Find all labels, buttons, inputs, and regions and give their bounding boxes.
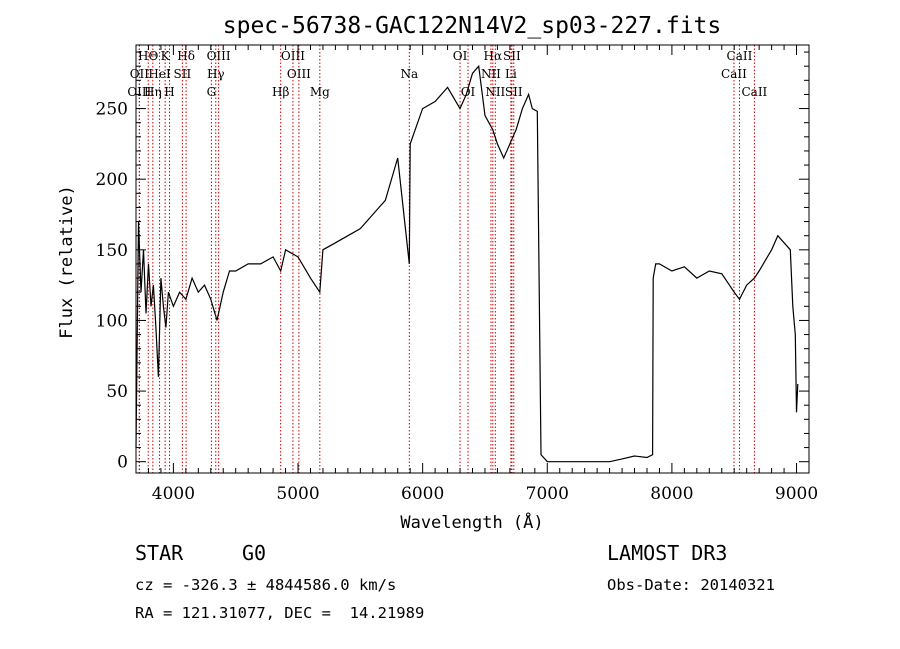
line-marker-label: CaII — [721, 67, 747, 81]
y-tick-label: 200 — [96, 170, 128, 190]
line-marker-label: K — [161, 49, 171, 63]
line-marker-label: Hδ — [177, 49, 195, 63]
line-marker-label: OIII — [127, 85, 151, 99]
class-label: STAR — [135, 541, 184, 565]
x-axis-label: Wavelength (Å) — [400, 511, 543, 533]
line-marker-label: HeI — [148, 67, 171, 81]
line-marker-label: H — [164, 85, 174, 99]
line-marker-label: CaII — [741, 85, 767, 99]
line-marker-label: Na — [400, 67, 418, 81]
y-tick-label: 150 — [96, 241, 128, 261]
line-marker-label: SII — [174, 67, 192, 81]
line-marker-label: SII — [503, 49, 521, 63]
line-marker-label: NII — [485, 85, 505, 99]
line-marker-label: Hβ — [272, 85, 289, 99]
line-marker-label: Li — [505, 67, 517, 81]
chart-title: spec-56738-GAC122N14V2_sp03-227.fits — [223, 13, 722, 39]
subclass-label: G0 — [242, 541, 266, 565]
line-marker-label: OIII — [287, 67, 311, 81]
line-marker-label: OII — [130, 67, 150, 81]
y-axis-label: Flux (relative) — [57, 185, 77, 339]
line-marker-label: Hα — [484, 49, 503, 63]
x-tick-label: 9000 — [775, 484, 818, 504]
plot-frame — [135, 44, 810, 474]
x-tick-label: 4000 — [152, 484, 195, 504]
cz-text: cz = -326.3 ± 4844586.0 km/s — [135, 576, 396, 594]
y-tick-label: 250 — [96, 100, 128, 120]
line-marker-label: G — [207, 85, 217, 99]
y-tick-label: 0 — [117, 453, 128, 473]
x-tick-label: 5000 — [276, 484, 319, 504]
spectrum-line — [135, 64, 799, 463]
x-axis-ticks: 4000 5000 6000 7000 8000 9000 — [147, 45, 818, 504]
line-marker-label: CaII — [727, 49, 753, 63]
x-tick-label: 7000 — [526, 484, 569, 504]
x-tick-label: 8000 — [650, 484, 693, 504]
y-tick-label: 50 — [106, 382, 128, 402]
y-axis-ticks: 0 50 100 150 200 250 — [96, 51, 809, 473]
survey-label: LAMOST DR3 — [607, 541, 727, 565]
coords-text: RA = 121.31077, DEC = 14.21989 — [135, 604, 424, 622]
emission-line-markers — [138, 45, 755, 473]
line-marker-label: Hη — [144, 85, 162, 99]
x-tick-label: 6000 — [401, 484, 444, 504]
obs-date-text: Obs-Date: 20140321 — [607, 576, 775, 594]
line-marker-label: NII — [481, 67, 501, 81]
line-marker-label: OIII — [207, 49, 231, 63]
line-marker-label: OIII — [281, 49, 305, 63]
line-marker-label: OI — [461, 85, 476, 99]
line-marker-label: SII — [505, 85, 523, 99]
line-marker-label: HΘ — [138, 49, 158, 63]
y-tick-label: 100 — [96, 311, 128, 331]
line-marker-label: OI — [453, 49, 468, 63]
line-marker-label: Hγ — [207, 67, 225, 81]
line-marker-label: Mg — [310, 85, 330, 99]
